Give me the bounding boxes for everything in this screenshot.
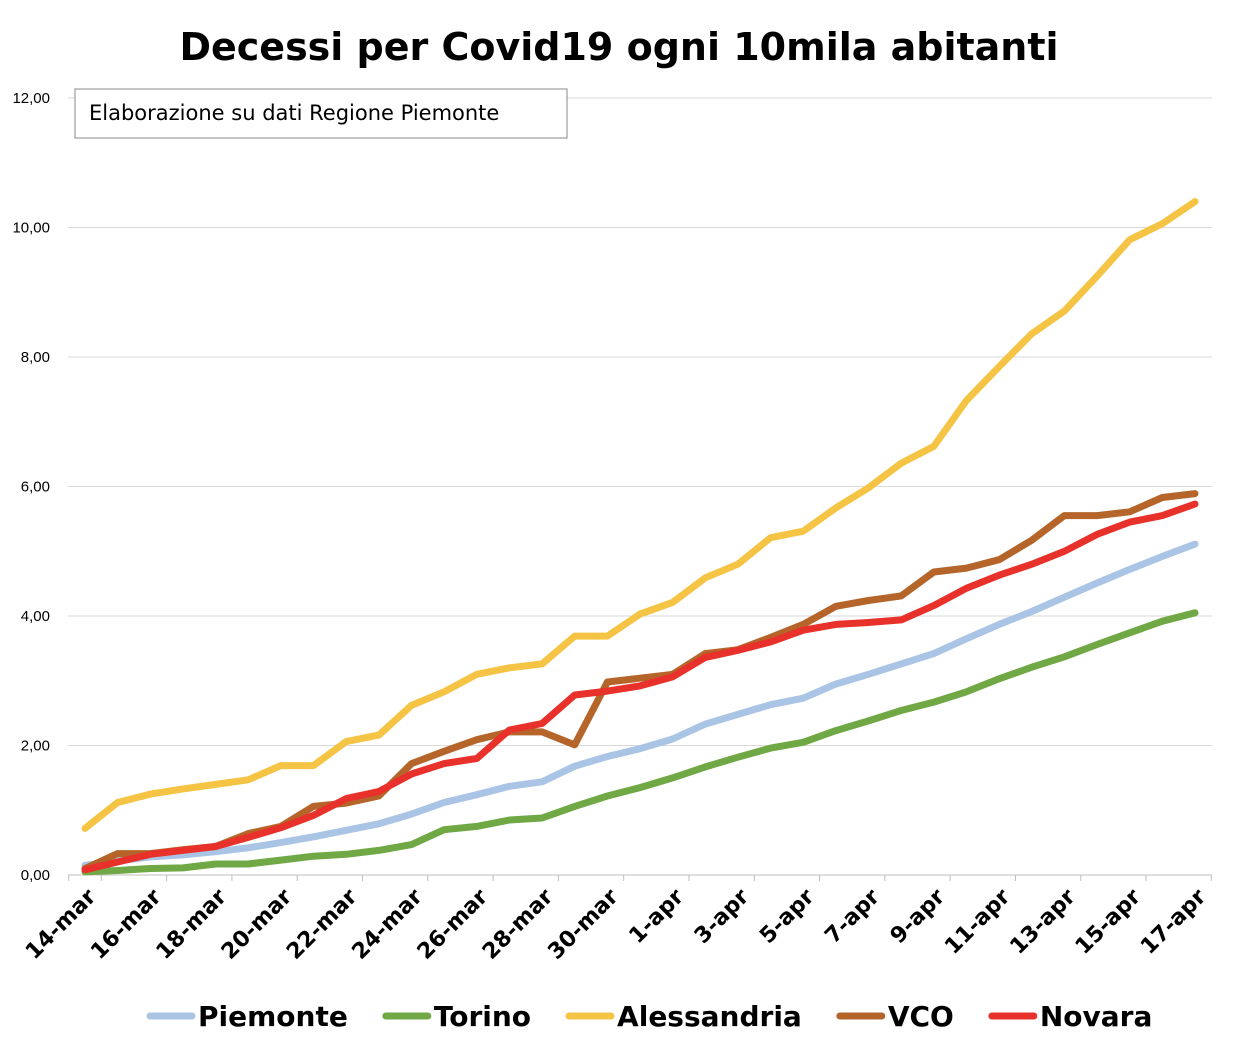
x-tick-label: 9-apr: [886, 884, 950, 948]
legend-label-alessandria: Alessandria: [617, 1000, 802, 1033]
x-tick-label: 15-apr: [1071, 884, 1146, 959]
series-line-alessandria: [81, 198, 1199, 832]
x-tick-label: 24-mar: [348, 884, 428, 964]
series-line-torino: [81, 609, 1199, 876]
x-tick-label: 7-apr: [821, 884, 885, 948]
y-tick-label: 6,00: [21, 479, 50, 496]
x-tick-label: 1-apr: [625, 884, 689, 948]
x-tick-label: 26-mar: [413, 884, 493, 964]
legend-label-vco: VCO: [888, 1000, 954, 1033]
legend: Piemonte Torino Alessandria VCO Novara: [146, 1000, 1153, 1033]
series-line-vco: [81, 490, 1199, 872]
x-tick-label: 18-mar: [152, 884, 232, 964]
x-tick-label: 22-mar: [282, 884, 362, 964]
annotation-frame: [74, 88, 568, 139]
series-line-novara: [81, 500, 1199, 874]
x-tick-label: 16-mar: [86, 884, 166, 964]
chart-title: Decessi per Covid19 ogni 10mila abitanti: [179, 25, 1058, 69]
x-tick-label: 13-apr: [1006, 884, 1081, 959]
series-lines: [81, 198, 1199, 876]
annotation-box: Elaborazione su dati Regione Piemonte: [74, 88, 568, 139]
legend-label-piemonte: Piemonte: [198, 1000, 348, 1033]
y-axis-ticks: 0,00 2,00 4,00 6,00 8,00 10,00 12,00: [12, 90, 50, 884]
y-tick-label: 0,00: [21, 867, 50, 884]
x-tick-label: 30-mar: [543, 884, 623, 964]
x-tick-label: 14-mar: [21, 884, 101, 964]
annotation-text: Elaborazione su dati Regione Piemonte: [89, 101, 499, 125]
legend-label-torino: Torino: [434, 1000, 531, 1033]
y-tick-label: 8,00: [21, 349, 50, 366]
y-tick-label: 4,00: [21, 608, 50, 625]
series-line-piemonte: [81, 540, 1199, 869]
gridlines: [68, 97, 1212, 876]
y-tick-label: 10,00: [12, 220, 50, 237]
x-tick-label: 5-apr: [755, 884, 819, 948]
x-axis-ticks: 14-mar16-mar18-mar20-mar22-mar24-mar26-m…: [21, 875, 1212, 965]
x-tick-label: 11-apr: [940, 884, 1015, 959]
legend-label-novara: Novara: [1040, 1000, 1153, 1033]
x-tick-label: 3-apr: [690, 884, 754, 948]
y-tick-label: 2,00: [21, 738, 50, 755]
x-tick-label: 17-apr: [1136, 884, 1211, 959]
x-tick-label: 20-mar: [217, 884, 297, 964]
x-tick-label: 28-mar: [478, 884, 558, 964]
y-tick-label: 12,00: [12, 90, 50, 107]
